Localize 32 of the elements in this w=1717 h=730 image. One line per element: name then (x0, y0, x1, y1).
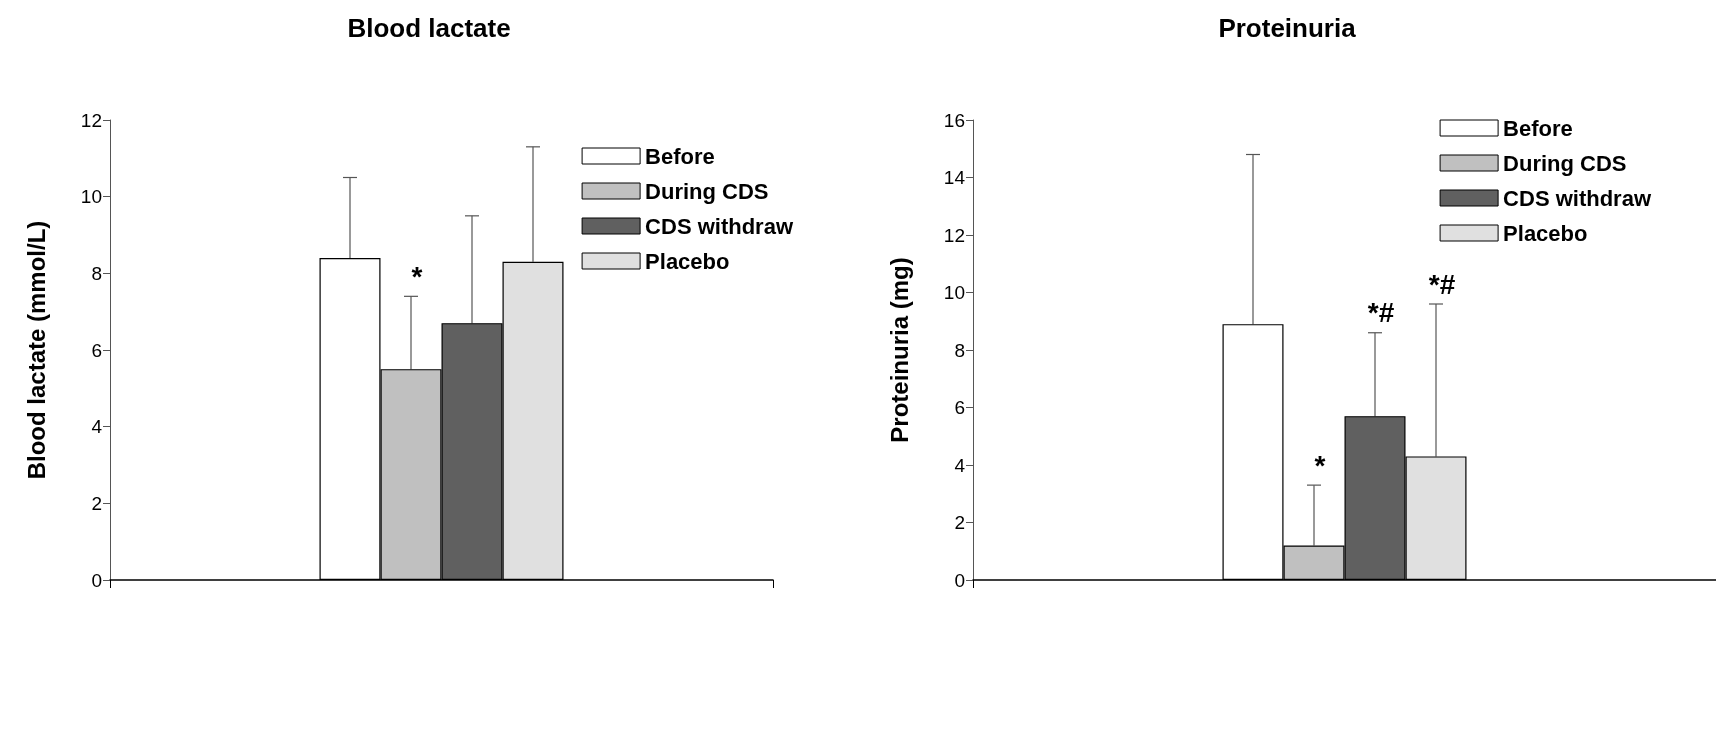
y-axis-title: Proteinuria (mg) (885, 257, 913, 443)
y-tick-label: 10 (80, 186, 102, 208)
y-tick-label: 12 (943, 224, 965, 246)
legend-label: Before (645, 143, 715, 169)
y-tick-label: 10 (943, 282, 965, 303)
legend-label: During CDS (1503, 150, 1627, 176)
y-tick-label: 12 (80, 109, 102, 131)
y-tick-label: 14 (943, 167, 966, 188)
y-tick-label: 2 (91, 492, 102, 514)
legend-label: Placebo (645, 248, 730, 274)
y-tick-label: 0 (954, 569, 965, 591)
annotation: *# (1367, 297, 1395, 329)
y-tick-label: 2 (954, 512, 965, 533)
legend-label: During CDS (645, 178, 769, 204)
y-axis-title: Blood lactate (mmol/L) (22, 220, 50, 480)
y-tick-label: 4 (954, 454, 966, 476)
y-tick-label: 8 (954, 339, 965, 361)
y-tick-label: 4 (91, 416, 103, 438)
annotation: *# (1428, 268, 1456, 300)
y-tick-label: 6 (954, 397, 965, 418)
legend-label: Placebo (1503, 220, 1588, 246)
y-tick-label: 8 (91, 262, 102, 284)
chart-title: Proteinuria (1218, 13, 1357, 43)
annotation: * (411, 260, 423, 292)
legend-label: Before (1503, 115, 1573, 141)
y-tick-label: 0 (91, 569, 102, 591)
y-tick-label: 6 (91, 339, 102, 361)
annotation: * (1314, 449, 1326, 481)
y-tick-label: 16 (943, 109, 965, 131)
chart-title: Blood lactate (347, 13, 511, 43)
legend-label: CDS withdraw (645, 213, 794, 239)
legend-label: CDS withdraw (1503, 185, 1652, 211)
